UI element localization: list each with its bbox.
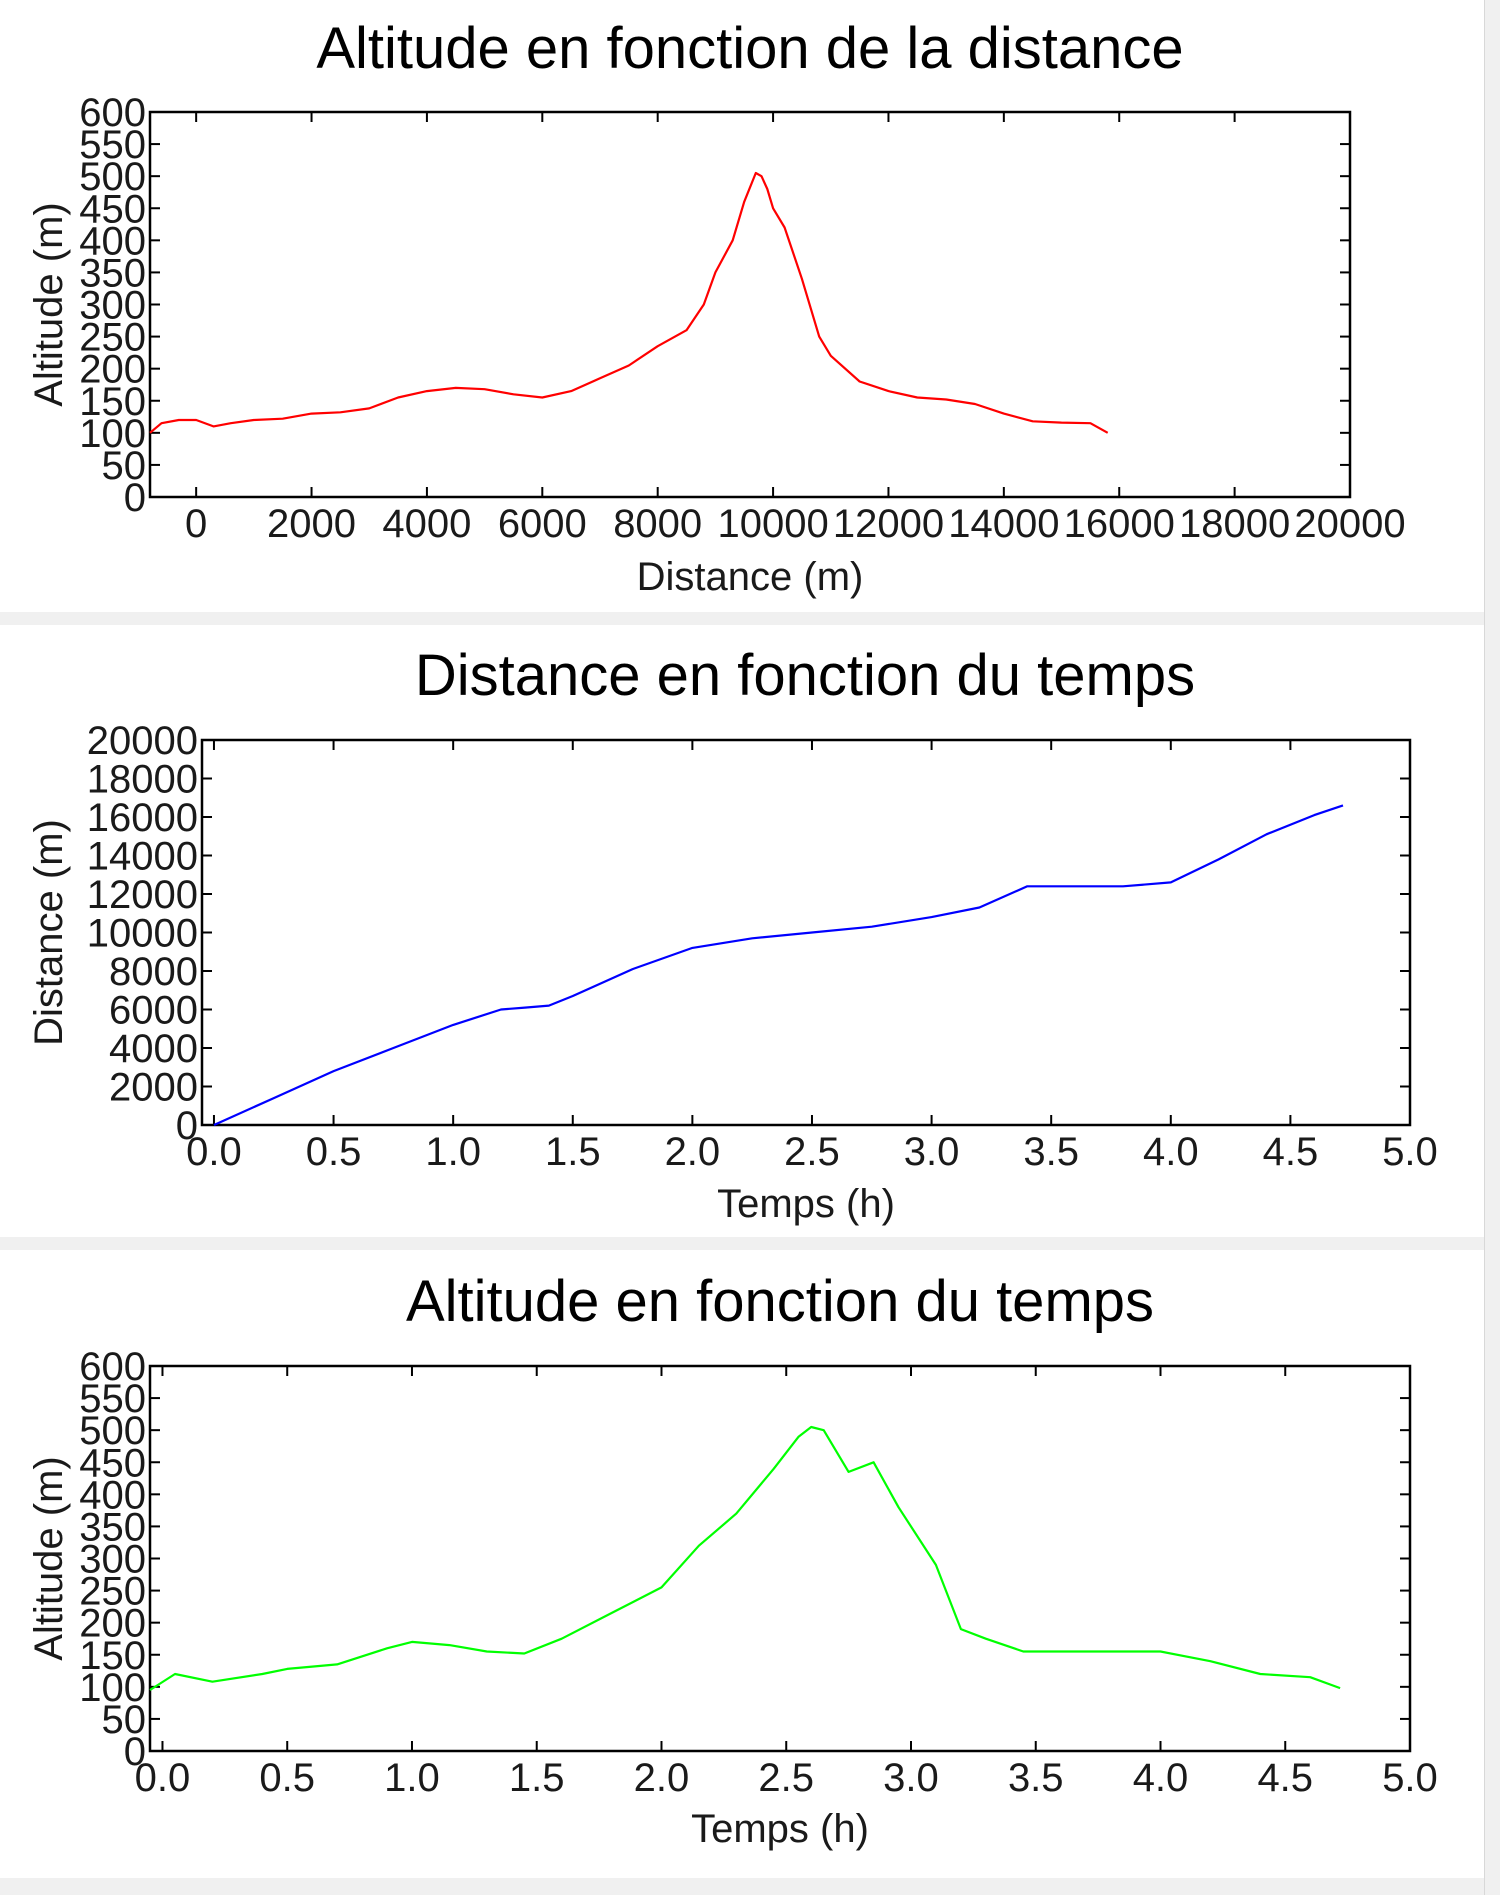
y-tick-label: 0 bbox=[124, 476, 146, 520]
y-tick-label: 400 bbox=[79, 1473, 146, 1517]
x-tick-label: 6000 bbox=[498, 502, 587, 546]
y-tick-label: 50 bbox=[102, 444, 147, 488]
x-tick-label: 0.0 bbox=[135, 1756, 191, 1800]
x-axis-label: Temps (h) bbox=[717, 1182, 895, 1226]
x-tick-label: 5.0 bbox=[1382, 1756, 1438, 1800]
chart-title: Altitude en fonction de la distance bbox=[316, 16, 1183, 81]
y-tick-label: 100 bbox=[79, 412, 146, 456]
y-tick-label: 500 bbox=[79, 155, 146, 199]
x-tick-label: 2000 bbox=[267, 502, 356, 546]
y-axis-label: Distance (m) bbox=[27, 819, 71, 1046]
plot-frame bbox=[148, 110, 1352, 499]
x-tick-label: 12000 bbox=[833, 502, 944, 546]
x-tick-label: 2.0 bbox=[665, 1130, 721, 1174]
y-tick-label: 450 bbox=[79, 187, 146, 231]
x-tick-label: 3.5 bbox=[1023, 1130, 1079, 1174]
x-tick-label: 3.0 bbox=[904, 1130, 960, 1174]
plot-frame bbox=[148, 1364, 1412, 1753]
x-tick-label: 4.0 bbox=[1133, 1756, 1189, 1800]
y-tick-label: 6000 bbox=[109, 989, 198, 1033]
y-axis-label: Altitude (m) bbox=[27, 202, 71, 407]
y-tick-label: 200 bbox=[79, 348, 146, 392]
x-tick-label: 1.0 bbox=[384, 1756, 440, 1800]
y-tick-label: 8000 bbox=[109, 950, 198, 994]
x-axis-label: Temps (h) bbox=[691, 1807, 869, 1851]
x-tick-label: 4000 bbox=[382, 502, 471, 546]
y-tick-label: 150 bbox=[79, 380, 146, 424]
y-tick-label: 350 bbox=[79, 251, 146, 295]
y-tick-label: 100 bbox=[79, 1666, 146, 1710]
x-tick-label: 3.0 bbox=[883, 1756, 939, 1800]
y-tick-label: 550 bbox=[79, 1377, 146, 1421]
plot-frame bbox=[200, 738, 1412, 1127]
y-tick-label: 50 bbox=[102, 1698, 147, 1742]
x-tick-label: 0.5 bbox=[259, 1756, 315, 1800]
x-tick-label: 5.0 bbox=[1382, 1130, 1438, 1174]
scrollbar[interactable] bbox=[1484, 0, 1500, 1895]
y-tick-label: 20000 bbox=[87, 719, 198, 763]
x-tick-label: 18000 bbox=[1179, 502, 1290, 546]
x-tick-label: 10000 bbox=[717, 502, 828, 546]
chart-panel-altitude-time: Altitude en fonction du temps 0 50 100 150 20… bbox=[0, 1250, 1485, 1878]
x-tick-label: 1.5 bbox=[545, 1130, 601, 1174]
y-tick-label: 200 bbox=[79, 1602, 146, 1646]
chart-panel-distance-time: Distance en fonction du temps 0 2000 4000 60… bbox=[0, 625, 1485, 1237]
x-tick-label: 0 bbox=[185, 502, 207, 546]
chart-distance-time: Distance en fonction du temps 02000400060… bbox=[27, 643, 1438, 1226]
y-tick-label: 10000 bbox=[87, 912, 198, 956]
y-tick-label: 16000 bbox=[87, 796, 198, 840]
x-tick-label: 16000 bbox=[1064, 502, 1175, 546]
series-line bbox=[149, 1425, 1341, 1691]
y-tick-label: 250 bbox=[79, 1570, 146, 1614]
y-tick-label: 600 bbox=[79, 1345, 146, 1389]
y-tick-label: 18000 bbox=[87, 758, 198, 802]
y-tick-label: 500 bbox=[79, 1409, 146, 1453]
chart-panel-altitude-distance: Altitude en fonction de la distance 0 50 10… bbox=[0, 0, 1485, 612]
y-tick-label: 550 bbox=[79, 123, 146, 167]
x-tick-label: 14000 bbox=[948, 502, 1059, 546]
x-tick-label: 0.0 bbox=[186, 1130, 242, 1174]
y-tick-label: 4000 bbox=[109, 1027, 198, 1071]
x-tick-label: 0.5 bbox=[306, 1130, 362, 1174]
y-axis-label: Altitude (m) bbox=[27, 1456, 71, 1661]
y-tick-label: 300 bbox=[79, 1538, 146, 1582]
y-tick-label: 14000 bbox=[87, 835, 198, 879]
x-tick-label: 2.5 bbox=[784, 1130, 840, 1174]
y-tick-label: 150 bbox=[79, 1634, 146, 1678]
x-tick-label: 4.5 bbox=[1263, 1130, 1319, 1174]
chart-title: Distance en fonction du temps bbox=[415, 643, 1195, 708]
chart-title: Altitude en fonction du temps bbox=[406, 1269, 1154, 1334]
x-tick-label: 8000 bbox=[613, 502, 702, 546]
series-line bbox=[213, 804, 1344, 1127]
y-tick-label: 600 bbox=[79, 91, 146, 135]
y-tick-label: 0 bbox=[124, 1730, 146, 1774]
chart-altitude-distance: Altitude en fonction de la distance05010… bbox=[27, 16, 1406, 599]
x-axis-label: Distance (m) bbox=[637, 555, 864, 599]
y-tick-label: 2000 bbox=[109, 1066, 198, 1110]
y-tick-label: 450 bbox=[79, 1441, 146, 1485]
y-tick-label: 300 bbox=[79, 284, 146, 328]
y-tick-label: 12000 bbox=[87, 873, 198, 917]
x-tick-label: 4.5 bbox=[1257, 1756, 1313, 1800]
x-tick-label: 1.0 bbox=[425, 1130, 481, 1174]
series-line bbox=[149, 171, 1109, 434]
y-tick-label: 400 bbox=[79, 219, 146, 263]
y-tick-label: 0 bbox=[176, 1104, 198, 1148]
chart-altitude-time: Altitude en fonction du temps 05010015020… bbox=[27, 1269, 1438, 1851]
y-tick-label: 250 bbox=[79, 316, 146, 360]
x-tick-label: 4.0 bbox=[1143, 1130, 1199, 1174]
x-tick-label: 2.5 bbox=[758, 1756, 814, 1800]
x-tick-label: 2.0 bbox=[634, 1756, 690, 1800]
x-tick-label: 3.5 bbox=[1008, 1756, 1064, 1800]
x-tick-label: 1.5 bbox=[509, 1756, 565, 1800]
x-tick-label: 20000 bbox=[1294, 502, 1405, 546]
y-tick-label: 350 bbox=[79, 1505, 146, 1549]
